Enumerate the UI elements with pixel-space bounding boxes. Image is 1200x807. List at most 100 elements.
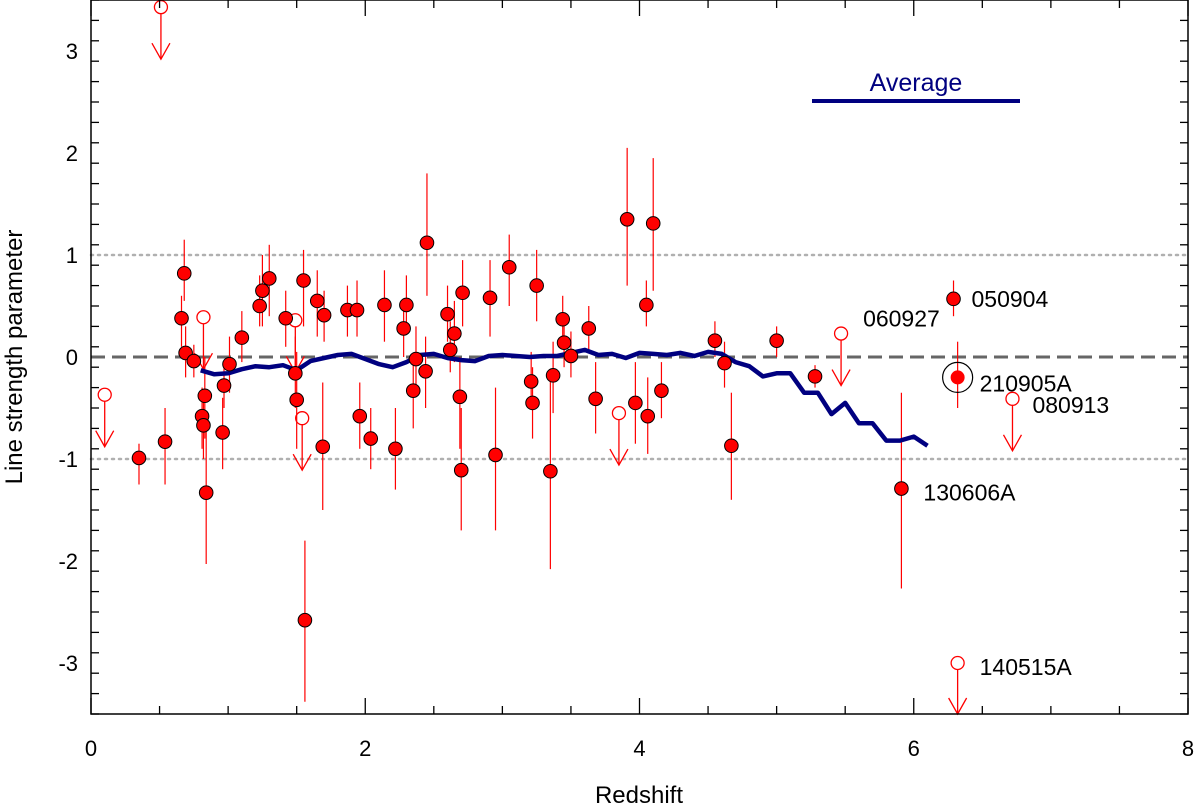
data-point bbox=[440, 306, 455, 322]
data-point bbox=[349, 302, 365, 318]
x-tick-label: 0 bbox=[85, 736, 97, 761]
data-point bbox=[717, 355, 732, 371]
data-point bbox=[501, 259, 517, 275]
data-point bbox=[452, 389, 468, 405]
data-point bbox=[215, 425, 230, 440]
data-point bbox=[289, 392, 304, 408]
data-point bbox=[529, 278, 544, 293]
y-tick-label: 2 bbox=[66, 141, 78, 166]
data-point bbox=[252, 298, 267, 314]
data-point bbox=[488, 447, 503, 463]
data-point bbox=[418, 363, 433, 379]
data-point bbox=[523, 374, 539, 389]
data-point bbox=[405, 383, 421, 398]
data-point bbox=[707, 333, 723, 348]
data-point bbox=[399, 297, 414, 313]
upper-limit-arrow-head bbox=[151, 42, 171, 61]
data-point bbox=[639, 297, 654, 313]
data-point bbox=[556, 335, 572, 351]
data-point bbox=[645, 216, 661, 231]
data-point bbox=[724, 438, 739, 454]
ticks: 0 2 4 6 8 -3 -2 -1 0 1 2 3 bbox=[58, 0, 1194, 761]
data-point bbox=[288, 366, 303, 381]
data-point bbox=[482, 290, 498, 306]
upper-limit-marker bbox=[292, 411, 312, 472]
data-point bbox=[174, 310, 189, 326]
data-point bbox=[377, 297, 392, 313]
annotation-130606A: 130606A bbox=[923, 480, 1016, 506]
legend: Average bbox=[812, 69, 1020, 103]
data-point bbox=[545, 368, 561, 383]
data-point bbox=[640, 408, 656, 424]
x-tick-label: 2 bbox=[359, 736, 371, 761]
data-point bbox=[176, 266, 192, 281]
upper-limit-arrow-head bbox=[95, 430, 115, 449]
data-point bbox=[216, 378, 232, 393]
annotation-060927: 060927 bbox=[863, 306, 940, 332]
annotation-210905A: 210905A bbox=[980, 370, 1073, 396]
data-point bbox=[261, 271, 277, 286]
data-point bbox=[581, 321, 597, 336]
upper-limit-marker bbox=[831, 326, 851, 387]
data-points bbox=[131, 212, 974, 628]
x-axis-title: Redshift bbox=[595, 782, 683, 807]
upper-limit-marker bbox=[95, 387, 115, 449]
data-point bbox=[769, 333, 784, 348]
y-tick-label: -1 bbox=[58, 447, 78, 472]
data-point bbox=[278, 310, 294, 326]
x-tick-label: 8 bbox=[1182, 736, 1194, 761]
data-point bbox=[619, 212, 635, 227]
data-point bbox=[419, 235, 435, 251]
y-tick-label: -2 bbox=[58, 549, 78, 574]
upper-limit-marker bbox=[1002, 391, 1023, 453]
data-point bbox=[525, 395, 540, 411]
data-point bbox=[131, 450, 147, 466]
data-point bbox=[196, 418, 211, 433]
legend-average-label: Average bbox=[870, 69, 963, 97]
data-point bbox=[255, 283, 270, 299]
upper-limit-marker bbox=[609, 405, 629, 467]
data-point bbox=[186, 353, 202, 369]
data-point bbox=[543, 463, 558, 479]
data-point bbox=[234, 330, 250, 345]
data-point-highlight bbox=[950, 370, 965, 385]
data-point bbox=[296, 273, 311, 288]
x-tick-label: 6 bbox=[908, 736, 920, 761]
annotation-140515A: 140515A bbox=[980, 654, 1073, 680]
data-point bbox=[408, 351, 424, 367]
upper-limit-arrow-head bbox=[609, 448, 629, 467]
reference-lines bbox=[89, 253, 1190, 461]
upper-limit-arrow-head bbox=[831, 369, 851, 387]
data-point bbox=[198, 485, 214, 500]
x-tick-label: 4 bbox=[633, 736, 645, 761]
data-point bbox=[654, 383, 669, 398]
highlight-ring bbox=[942, 361, 974, 393]
data-point bbox=[447, 326, 462, 341]
data-point bbox=[315, 439, 331, 455]
y-tick-label: 1 bbox=[66, 243, 78, 268]
upper-limit-arrow-head bbox=[292, 453, 312, 472]
annotation-080913: 080913 bbox=[1032, 392, 1109, 418]
data-point bbox=[363, 431, 379, 446]
data-point bbox=[807, 369, 823, 384]
data-point bbox=[455, 285, 470, 301]
data-point bbox=[442, 342, 458, 358]
y-axis-title: Line strength parameter bbox=[1, 230, 28, 485]
y-tick-label: 3 bbox=[66, 39, 78, 64]
data-point bbox=[588, 391, 603, 407]
y-tick-label: -3 bbox=[58, 651, 78, 676]
upper-limit-arrow-head bbox=[1002, 434, 1023, 453]
data-point bbox=[316, 307, 332, 323]
annotation-050904: 050904 bbox=[972, 286, 1049, 312]
data-point bbox=[309, 293, 325, 309]
y-tick-label: 0 bbox=[66, 345, 78, 370]
data-point bbox=[222, 356, 237, 372]
data-point bbox=[563, 348, 579, 364]
data-point bbox=[297, 612, 313, 628]
data-point bbox=[388, 441, 403, 457]
data-point bbox=[453, 462, 469, 478]
data-point bbox=[946, 291, 961, 307]
data-point bbox=[555, 311, 571, 327]
